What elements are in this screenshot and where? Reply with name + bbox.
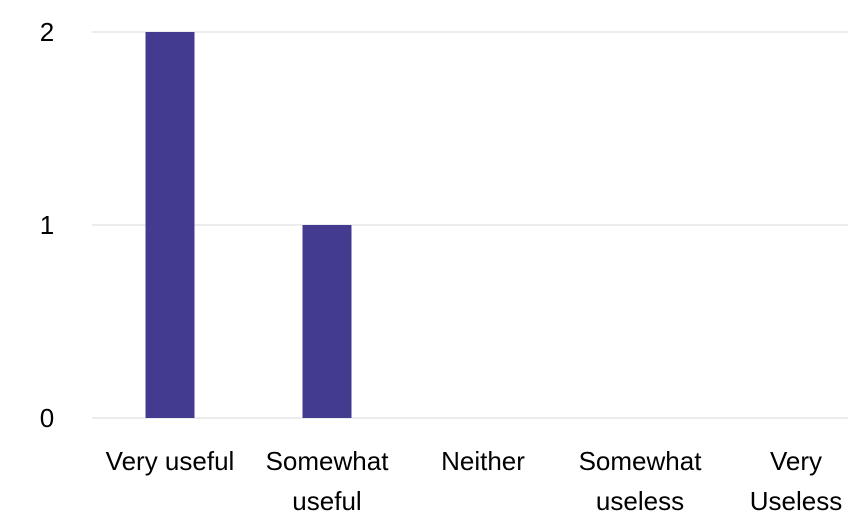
bar <box>302 225 352 418</box>
x-category-label: Neither <box>441 446 525 476</box>
y-tick-label: 0 <box>40 403 54 433</box>
y-axis-tick-labels: 0 1 2 <box>40 17 54 433</box>
y-tick-label: 1 <box>40 210 54 240</box>
x-category-label: Useless <box>750 486 842 516</box>
x-category-label: Somewhat <box>579 446 703 476</box>
x-category-label: Very <box>770 446 822 476</box>
x-category-label: Very useful <box>106 446 235 476</box>
bars <box>145 32 352 418</box>
x-category-label: useless <box>596 486 684 516</box>
x-category-label: useful <box>292 486 361 516</box>
x-category-label: Somewhat <box>266 446 390 476</box>
gridlines <box>92 31 848 419</box>
x-axis-category-labels: Very useful Somewhat useful Neither Somewhat… <box>106 446 843 516</box>
y-tick-label: 2 <box>40 17 54 47</box>
bar <box>145 32 195 418</box>
